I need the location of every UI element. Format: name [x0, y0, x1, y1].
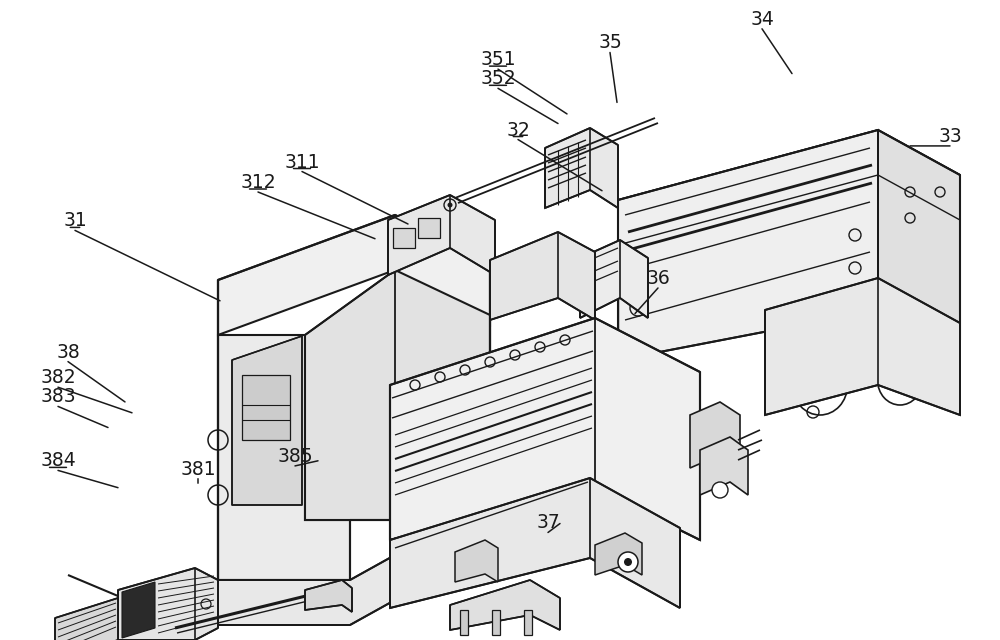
Circle shape [448, 202, 452, 207]
Bar [460, 610, 468, 635]
Text: 385: 385 [277, 447, 313, 466]
Polygon shape [545, 128, 618, 208]
Polygon shape [595, 533, 642, 575]
Polygon shape [700, 437, 748, 495]
Polygon shape [580, 240, 648, 318]
Text: 32: 32 [506, 120, 530, 140]
Circle shape [306, 593, 314, 601]
Circle shape [624, 558, 632, 566]
Text: 33: 33 [938, 127, 962, 146]
Text: 37: 37 [536, 513, 560, 532]
Polygon shape [618, 130, 878, 360]
Polygon shape [55, 598, 118, 640]
Polygon shape [118, 568, 218, 640]
Bar [242, 375, 290, 440]
Polygon shape [690, 402, 740, 468]
Text: 31: 31 [63, 211, 87, 230]
Polygon shape [878, 130, 960, 340]
Ellipse shape [792, 355, 848, 415]
Polygon shape [765, 278, 960, 415]
Text: 351: 351 [480, 50, 516, 69]
Polygon shape [122, 582, 155, 638]
Polygon shape [218, 215, 490, 335]
Polygon shape [450, 580, 560, 630]
Text: 35: 35 [598, 33, 622, 52]
Bar [393, 228, 415, 248]
Text: 382: 382 [40, 368, 76, 387]
Polygon shape [455, 540, 498, 582]
Polygon shape [490, 232, 595, 320]
Polygon shape [232, 336, 302, 505]
Polygon shape [390, 318, 700, 540]
Text: 384: 384 [40, 451, 76, 470]
Polygon shape [218, 555, 395, 625]
Polygon shape [218, 335, 350, 580]
Polygon shape [618, 130, 960, 245]
Text: 36: 36 [646, 269, 670, 288]
Text: 383: 383 [40, 387, 76, 406]
Text: 381: 381 [180, 460, 216, 479]
Polygon shape [390, 478, 680, 608]
Circle shape [712, 482, 728, 498]
Text: 34: 34 [750, 10, 774, 29]
Bar [418, 218, 440, 238]
Polygon shape [305, 580, 352, 612]
Text: 312: 312 [240, 173, 276, 192]
Ellipse shape [878, 355, 922, 405]
Polygon shape [305, 270, 490, 520]
Bar [524, 610, 532, 635]
Text: 352: 352 [480, 69, 516, 88]
Text: 38: 38 [56, 342, 80, 362]
Circle shape [618, 552, 638, 572]
Text: 311: 311 [284, 152, 320, 172]
Bar [492, 610, 500, 635]
Polygon shape [388, 195, 495, 275]
